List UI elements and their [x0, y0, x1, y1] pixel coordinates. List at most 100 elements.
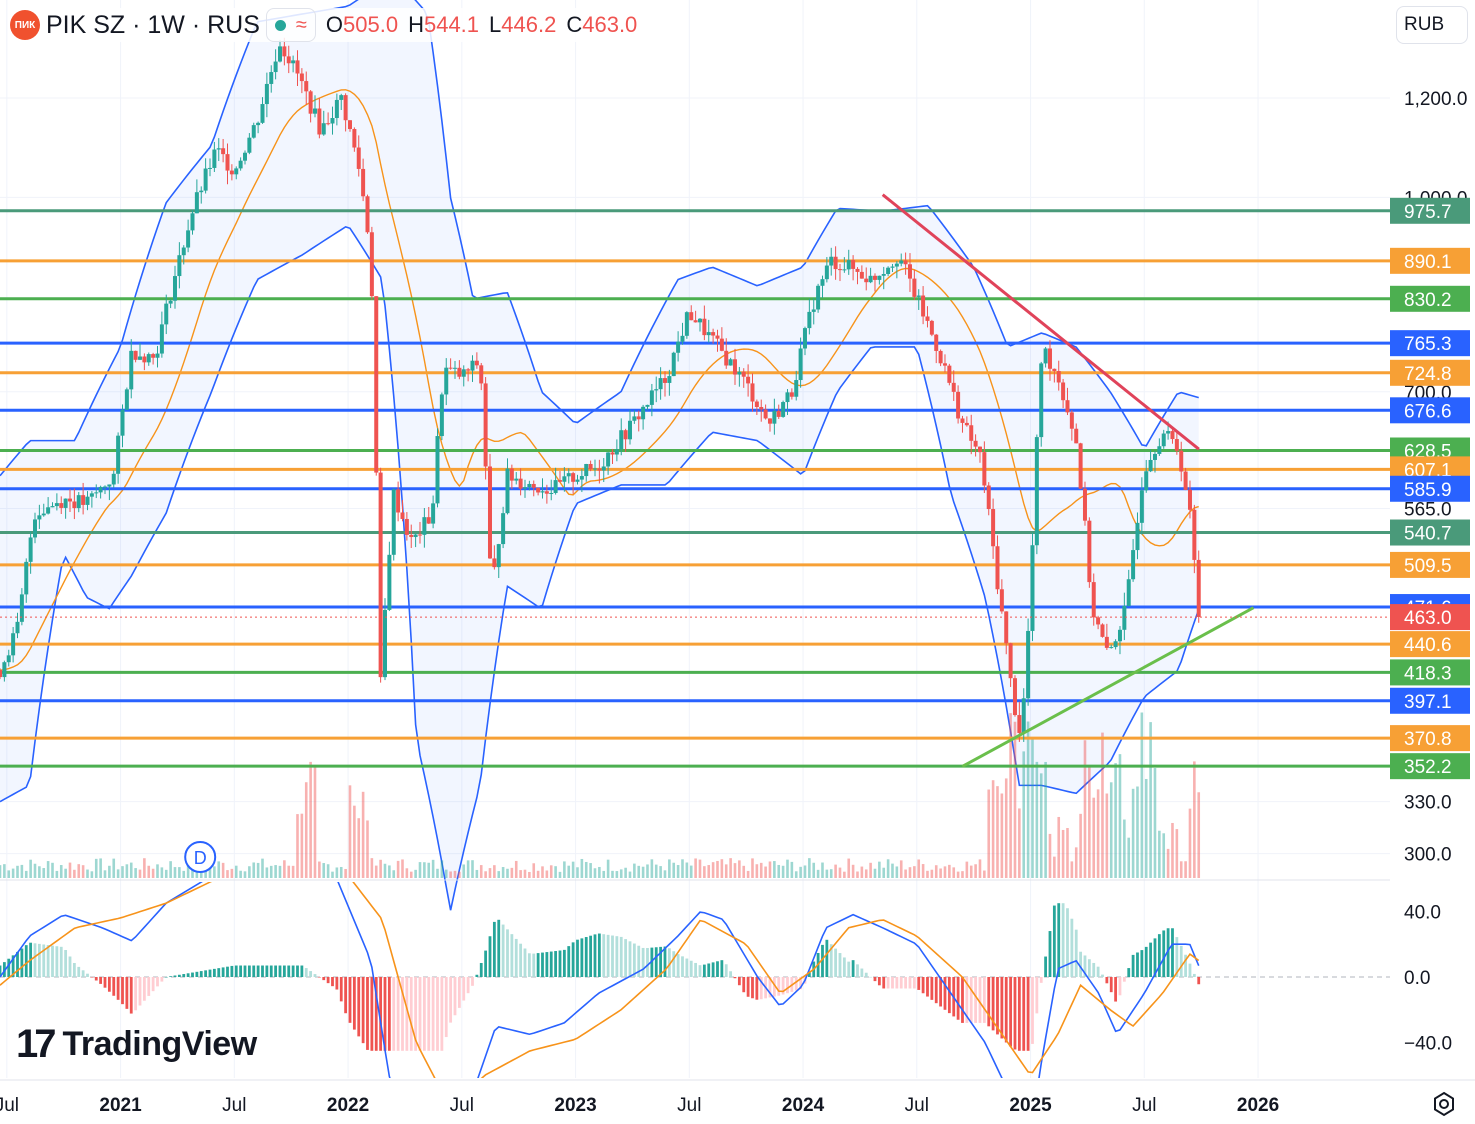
candle-body	[413, 534, 418, 538]
candle-body	[960, 418, 965, 423]
volume-bar	[51, 862, 54, 878]
time-tick-label: 2026	[1237, 1095, 1279, 1116]
ohlc-close-key: C	[566, 12, 583, 37]
bollinger-bands	[0, 0, 1200, 911]
volume-bar	[558, 871, 562, 878]
macd-histogram-bar	[593, 934, 597, 977]
candle	[522, 479, 527, 498]
candle	[514, 472, 519, 485]
market-status-pill[interactable]: ≈	[265, 8, 316, 42]
macd-histogram-bar	[169, 976, 173, 977]
candle-body	[741, 371, 746, 377]
macd-histogram-bar	[1066, 908, 1069, 977]
level-price-label: 397.1	[1390, 687, 1470, 714]
macd-histogram-bar	[536, 953, 540, 977]
level-price-label-text: 830.2	[1404, 290, 1452, 311]
bollinger-lower-line	[0, 226, 1200, 911]
candle	[592, 459, 597, 477]
macd-histogram-bar	[492, 921, 496, 977]
macd-histogram-bar	[348, 977, 352, 1023]
last-price-label-text: 463.0	[1404, 608, 1452, 629]
candle-body	[120, 409, 125, 436]
volume-bar	[64, 868, 67, 878]
macd-histogram-bar	[77, 966, 81, 977]
candle-body	[207, 167, 212, 169]
candle-body	[181, 247, 186, 256]
candle-body	[417, 534, 422, 536]
macd-histogram-bar	[821, 944, 824, 977]
macd-histogram-bar	[676, 954, 680, 977]
candle	[697, 318, 702, 332]
candle	[1091, 573, 1096, 626]
volume-bar	[300, 813, 304, 878]
candle	[1104, 623, 1109, 651]
level-price-label: 418.3	[1390, 659, 1470, 686]
macd-histogram-bar	[978, 977, 982, 1023]
volume-bar	[961, 871, 964, 878]
candle-body	[1017, 715, 1022, 733]
macd-histogram-bar	[856, 964, 859, 977]
volume-bar	[261, 858, 264, 878]
volume-bar	[379, 859, 382, 878]
candle	[81, 482, 86, 515]
macd-histogram-bar	[794, 977, 798, 991]
candle-body	[32, 519, 37, 538]
candle-body	[190, 213, 195, 231]
volume-bar	[812, 862, 816, 878]
macd-histogram-bar	[1022, 977, 1026, 1051]
volume-bar	[742, 865, 746, 878]
candle	[627, 409, 632, 445]
candle-body	[527, 483, 532, 488]
candle-body	[1074, 428, 1079, 444]
candle	[339, 93, 344, 110]
candle-body	[1026, 630, 1031, 699]
macd-histogram-bar	[204, 970, 208, 977]
symbol-title[interactable]: PIK SZ · 1W · RUS	[46, 10, 260, 39]
volume-bar	[493, 865, 496, 878]
candle	[575, 474, 580, 485]
macd-histogram-bar	[834, 948, 838, 977]
candle	[1179, 441, 1184, 482]
volume-bar	[716, 860, 719, 878]
macd-line	[0, 882, 1200, 1078]
candle	[662, 371, 667, 397]
macd-histogram-bar	[632, 943, 636, 977]
candle-body	[251, 125, 256, 138]
candle	[837, 263, 842, 282]
candle	[951, 370, 956, 401]
volume-bar	[738, 860, 741, 878]
candle-body	[116, 435, 121, 474]
settings-gear-icon[interactable]	[1430, 1090, 1458, 1118]
candle-body	[886, 267, 891, 275]
volume-bar	[703, 866, 706, 878]
level-price-label: 509.5	[1390, 551, 1470, 578]
macd-histogram-bar	[624, 939, 628, 977]
currency-button[interactable]: RUB	[1396, 6, 1468, 44]
macd-histogram-bar	[580, 938, 584, 977]
volume-bar	[808, 858, 811, 878]
level-price-label-bg	[1390, 397, 1470, 424]
volume-bar	[138, 869, 142, 878]
candle-body	[452, 367, 457, 369]
price-tick-label: 565.0	[1404, 500, 1452, 521]
macd-histogram-bar	[261, 965, 264, 977]
candle	[304, 71, 309, 105]
candle-body	[969, 425, 974, 441]
volume-bar	[208, 863, 212, 878]
candle	[6, 649, 11, 667]
volume-bar	[278, 865, 282, 878]
candle-body	[299, 73, 304, 82]
volume-bar	[1022, 751, 1026, 878]
candle	[859, 265, 864, 279]
candle-body	[903, 260, 908, 265]
volume-bar	[1000, 793, 1004, 878]
tradingview-logo[interactable]: 17 TradingView	[16, 1022, 257, 1067]
macd-histogram-bar	[1157, 934, 1161, 977]
candle-body	[614, 449, 619, 455]
volume-bar	[436, 868, 439, 878]
macd-histogram-bar	[309, 971, 313, 977]
volume-bar	[243, 871, 247, 878]
macd-histogram-bar	[716, 961, 719, 977]
macd-histogram-bar	[1105, 977, 1109, 984]
